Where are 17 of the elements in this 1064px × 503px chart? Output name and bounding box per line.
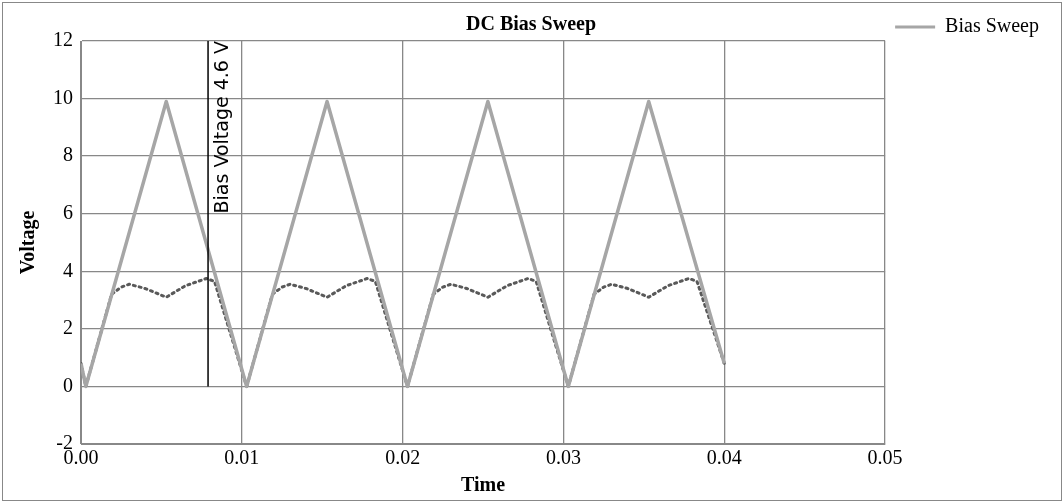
y-tick-label: 4: [63, 258, 73, 281]
y-tick-label: 8: [63, 143, 73, 166]
x-tick-label: 0.04: [706, 446, 742, 469]
x-axis-title: Time: [461, 473, 506, 496]
x-tick-label: 0.03: [545, 446, 581, 469]
y-tick-label: 0: [63, 373, 73, 396]
y-tick-label: 2: [63, 316, 73, 339]
ref-line-label: Bias Voltage 4.6 V: [210, 41, 233, 214]
y-axis-title: Voltage: [16, 210, 40, 275]
x-tick-label: 0.05: [867, 446, 903, 469]
x-tick-label: 0.01: [224, 446, 260, 469]
x-tick-label: 0.02: [385, 446, 421, 469]
y-tick-label: 6: [63, 200, 73, 223]
legend-label: Bias Sweep: [945, 14, 1040, 38]
y-tick-label: 10: [53, 85, 73, 108]
chart-title: DC Bias Sweep: [465, 12, 597, 36]
y-tick-label: 12: [53, 28, 73, 51]
